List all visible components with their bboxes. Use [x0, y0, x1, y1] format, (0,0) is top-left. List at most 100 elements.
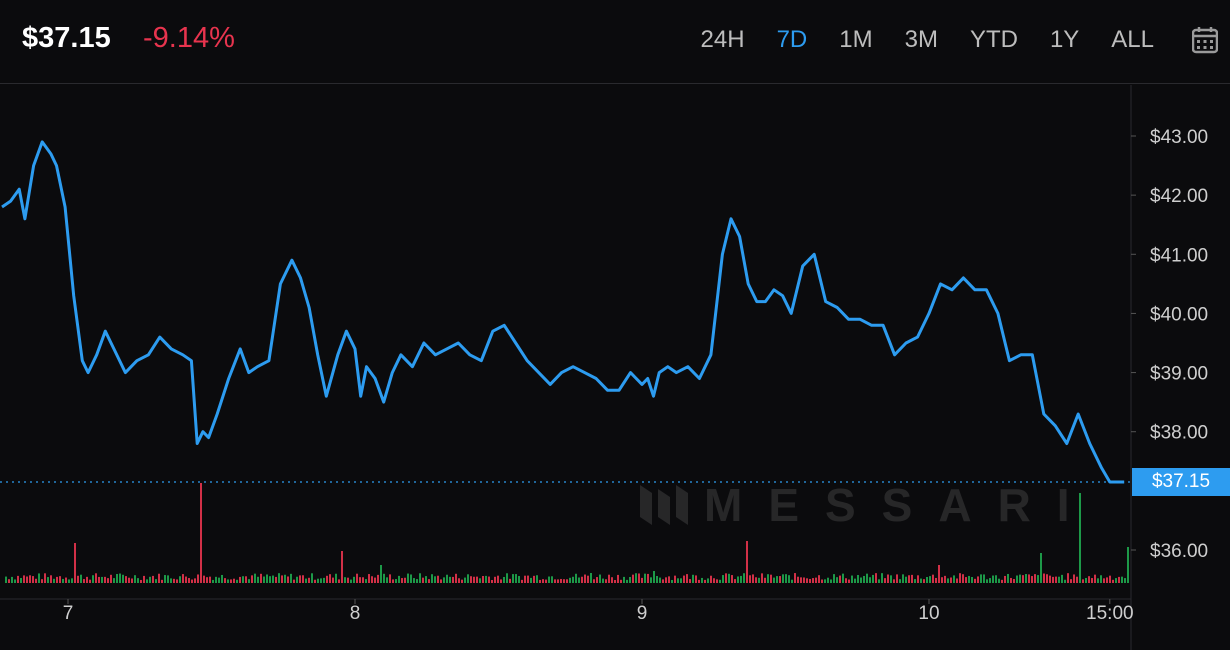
volume-bar [770, 574, 772, 583]
volume-bar [311, 573, 313, 583]
range-ytd[interactable]: YTD [969, 26, 1018, 53]
volume-bar [662, 579, 664, 583]
volume-bar [971, 576, 973, 583]
volume-bar [848, 579, 850, 583]
volume-bar [62, 578, 64, 583]
volume-bar [470, 576, 472, 583]
volume-bar [53, 578, 55, 583]
volume-bar [248, 579, 250, 583]
volume-bar [863, 575, 865, 583]
volume-bar [815, 577, 817, 583]
volume-bar [254, 573, 256, 583]
volume-bar [1112, 579, 1114, 583]
volume-bar [485, 575, 487, 583]
volume-bar [110, 574, 112, 583]
calendar-icon[interactable] [1192, 26, 1218, 54]
volume-bar [500, 579, 502, 583]
volume-bar [305, 578, 307, 583]
volume-bar [875, 573, 877, 583]
range-1m[interactable]: 1M [839, 26, 873, 53]
volume-bar [77, 575, 79, 583]
volume-bar [56, 576, 58, 583]
x-tick-label: 10 [918, 603, 939, 624]
x-tick-label: 9 [637, 603, 648, 624]
volume-bar [92, 575, 94, 583]
volume-bar [638, 573, 640, 583]
volume-bar [41, 579, 43, 583]
volume-bar [719, 579, 721, 583]
volume-bar [590, 573, 592, 583]
volume-bar [878, 579, 880, 583]
volume-bar [479, 578, 481, 583]
volume-bar [428, 579, 430, 583]
volume-bar [1127, 547, 1129, 583]
volume-bar [737, 576, 739, 583]
volume-bar [377, 574, 379, 583]
volume-bar [386, 577, 388, 583]
range-all[interactable]: ALL [1111, 26, 1154, 53]
volume-bar [491, 579, 493, 583]
volume-bar [233, 578, 235, 583]
volume-bar [209, 576, 211, 583]
volume-bar [59, 576, 61, 583]
price-change: -9.14% [143, 22, 235, 54]
volume-bar [995, 575, 997, 583]
price-chart[interactable]: $36.00 $38.00 $39.00 $40.00 $41.00 $42.00 $43.… [0, 85, 1230, 650]
volume-bar [623, 576, 625, 583]
volume-bar [137, 578, 139, 583]
volume-bar [200, 483, 202, 583]
volume-bar [941, 577, 943, 583]
range-3m[interactable]: 3M [904, 26, 938, 53]
volume-bar [704, 579, 706, 583]
volume-bar [182, 574, 184, 583]
volume-bar [506, 573, 508, 583]
volume-bar [860, 577, 862, 583]
volume-bar [866, 573, 868, 583]
volume-bar [368, 574, 370, 583]
volume-bar [215, 576, 217, 583]
volume-bar [740, 575, 742, 583]
volume-bar [1124, 578, 1126, 583]
volume-bar [1016, 575, 1018, 583]
volume-bar [101, 576, 103, 583]
volume-bar [35, 578, 37, 583]
volume-bar [8, 579, 10, 583]
volume-bar [797, 576, 799, 583]
volume-bar [974, 578, 976, 583]
volume-bar [236, 579, 238, 583]
volume-bar [539, 579, 541, 583]
volume-bar [356, 573, 358, 583]
volume-bar [713, 578, 715, 583]
volume-bar [1031, 576, 1033, 583]
range-1y[interactable]: 1Y [1049, 26, 1080, 53]
volume-bar [170, 578, 172, 583]
volume-bar [206, 577, 208, 583]
volume-bar [1043, 573, 1045, 583]
volume-bar [1073, 574, 1075, 583]
x-tick-label: 15:00 [1086, 603, 1134, 624]
volume-bar [812, 578, 814, 583]
volume-bar [239, 576, 241, 583]
volume-bar [389, 574, 391, 583]
price-header: $37.15 -9.14% 24H 7D 1M 3M YTD 1Y ALL [0, 0, 1230, 84]
volume-bar [68, 579, 70, 583]
volume-bar [1106, 577, 1108, 583]
volume-bar [359, 577, 361, 583]
volume-bar [440, 579, 442, 583]
volume-bar [1076, 576, 1078, 583]
range-24h[interactable]: 24H [700, 26, 745, 53]
volume-bar [1115, 578, 1117, 583]
range-7d[interactable]: 7D [776, 26, 808, 53]
volume-bar [146, 579, 148, 583]
volume-bar [821, 579, 823, 583]
volume-bar [722, 575, 724, 583]
volume-bar [926, 576, 928, 583]
volume-bar [26, 576, 28, 583]
volume-bar [521, 579, 523, 583]
volume-bar [23, 575, 25, 583]
volume-bar [767, 574, 769, 583]
volume-bar [839, 575, 841, 583]
volume-bar [917, 575, 919, 583]
volume-bar [1064, 579, 1066, 583]
volume-bar [347, 577, 349, 583]
